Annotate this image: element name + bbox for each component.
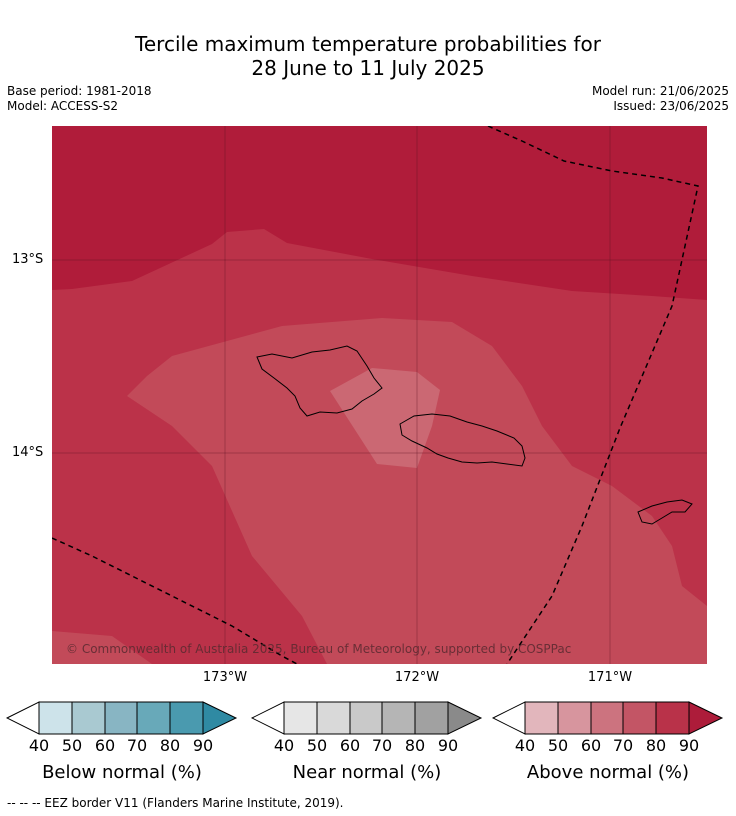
- colorbar-below: 40 50 60 70 80 90: [5, 700, 238, 755]
- tick: 80: [404, 736, 426, 755]
- tick: 70: [126, 736, 148, 755]
- graticule: [52, 126, 707, 664]
- meta-left: Base period: 1981-2018 Model: ACCESS-S2: [7, 84, 152, 114]
- region-70: [127, 318, 707, 664]
- tick: 40: [273, 736, 295, 755]
- tick: 90: [678, 736, 700, 755]
- eez-border: [52, 126, 699, 664]
- savaii-island: [256, 345, 383, 417]
- lon-label-171w: 171°W: [587, 670, 633, 685]
- title-line-2: 28 June to 11 July 2025: [251, 56, 485, 80]
- tick: 70: [612, 736, 634, 755]
- tick: 40: [514, 736, 536, 755]
- region-60: [330, 368, 440, 468]
- colorbar-above-swatches: [491, 701, 724, 735]
- meta-right: Model run: 21/06/2025 Issued: 23/06/2025: [592, 84, 729, 114]
- region-70-corner: [52, 631, 152, 664]
- colorbar-below-title: Below normal (%): [42, 762, 202, 783]
- colorbar-near: 40 50 60 70 80 90: [250, 700, 483, 755]
- tick: 40: [28, 736, 50, 755]
- colorbar-below-swatches: [5, 701, 238, 735]
- tick: 60: [94, 736, 116, 755]
- colorbar-near-swatches: [250, 701, 483, 735]
- colorbar-near-title: Near normal (%): [292, 762, 442, 783]
- issued-date: Issued: 23/06/2025: [613, 99, 729, 113]
- tick: 50: [61, 736, 83, 755]
- tutuila-island: [637, 499, 693, 525]
- tick: 60: [339, 736, 361, 755]
- tick: 60: [580, 736, 602, 755]
- lat-label-13s: 13°S: [12, 252, 44, 267]
- map-panel: [52, 126, 707, 664]
- tick: 50: [306, 736, 328, 755]
- title-line-1: Tercile maximum temperature probabilitie…: [135, 32, 601, 56]
- colorbar-above-title: Above normal (%): [526, 762, 690, 783]
- tick: 80: [645, 736, 667, 755]
- lon-label-172w: 172°W: [394, 670, 440, 685]
- tick: 70: [371, 736, 393, 755]
- lat-label-14s: 14°S: [12, 445, 44, 460]
- colorbar-above: 40 50 60 70 80 90: [491, 700, 724, 755]
- copyright-notice: © Commonwealth of Australia 2025, Bureau…: [66, 642, 572, 656]
- tick: 50: [547, 736, 569, 755]
- tick: 90: [192, 736, 214, 755]
- eez-footnote: -- -- -- EEZ border V11 (Flanders Marine…: [7, 796, 344, 810]
- model-run: Model run: 21/06/2025: [591, 84, 729, 98]
- probability-map: [52, 126, 707, 664]
- tick: 90: [437, 736, 459, 755]
- islands: [256, 345, 693, 525]
- upolu-island: [399, 413, 526, 467]
- lon-label-173w: 173°W: [202, 670, 248, 685]
- tick: 80: [159, 736, 181, 755]
- model-name: Model: ACCESS-S2: [7, 99, 119, 113]
- base-period: Base period: 1981-2018: [7, 84, 152, 98]
